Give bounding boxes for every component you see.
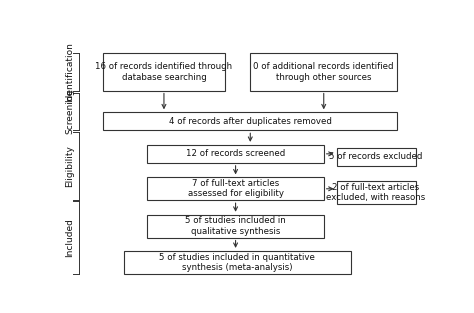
Text: 5 of studies included in quantitative
synthesis (meta-analysis): 5 of studies included in quantitative sy…	[159, 253, 315, 272]
Text: Screening: Screening	[65, 89, 74, 134]
FancyBboxPatch shape	[124, 251, 351, 274]
FancyBboxPatch shape	[147, 177, 324, 200]
FancyBboxPatch shape	[337, 181, 416, 204]
Text: 2 of full-text articles
excluded, with reasons: 2 of full-text articles excluded, with r…	[327, 183, 426, 202]
Text: 5 of studies included in
qualitative synthesis: 5 of studies included in qualitative syn…	[185, 217, 286, 236]
Text: 12 of records screened: 12 of records screened	[186, 149, 285, 158]
Text: Identification: Identification	[65, 42, 74, 102]
FancyBboxPatch shape	[147, 215, 324, 238]
Text: Included: Included	[65, 218, 74, 257]
Text: 7 of full-text articles
assessed for eligibility: 7 of full-text articles assessed for eli…	[188, 179, 283, 198]
Text: 0 of additional records identified
through other sources: 0 of additional records identified throu…	[254, 62, 394, 82]
FancyBboxPatch shape	[250, 53, 397, 90]
FancyBboxPatch shape	[337, 148, 416, 166]
Text: 5 of records excluded: 5 of records excluded	[329, 152, 423, 161]
Text: 4 of records after duplicates removed: 4 of records after duplicates removed	[169, 117, 332, 126]
FancyBboxPatch shape	[147, 145, 324, 163]
FancyBboxPatch shape	[103, 112, 397, 130]
Text: 16 of records identified through
database searching: 16 of records identified through databas…	[95, 62, 233, 82]
Text: Eligibility: Eligibility	[65, 145, 74, 187]
FancyBboxPatch shape	[103, 53, 225, 90]
